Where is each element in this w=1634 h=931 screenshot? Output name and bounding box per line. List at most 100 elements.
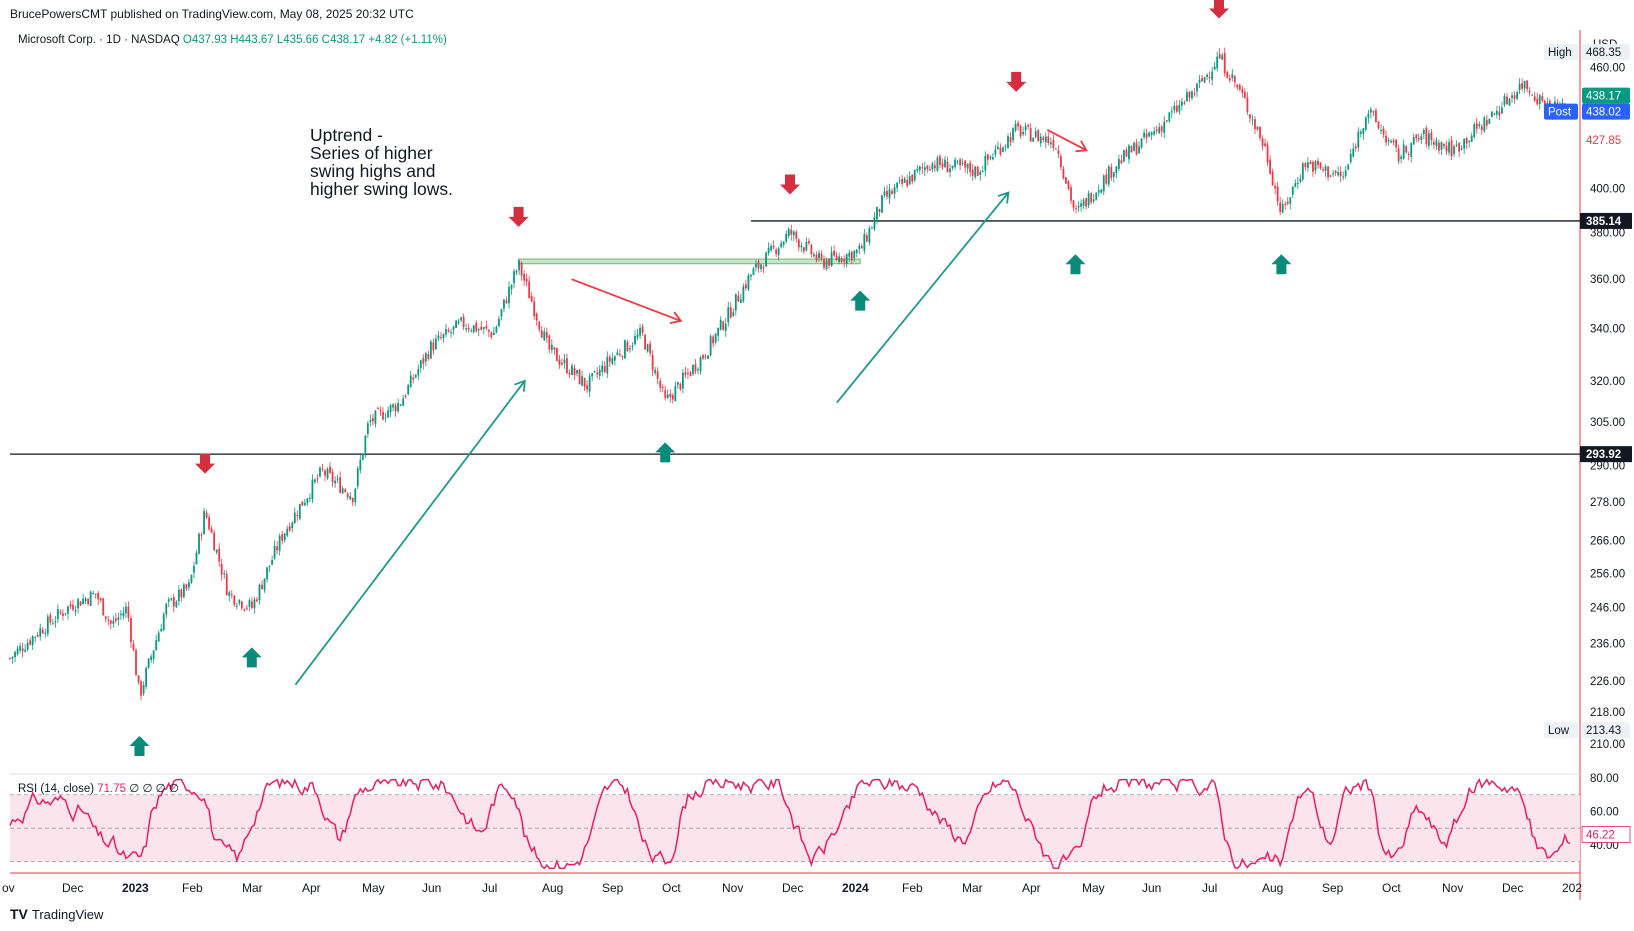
candle-body bbox=[253, 599, 256, 609]
candle-body bbox=[959, 159, 962, 166]
candle-body bbox=[1198, 80, 1201, 83]
candle-body bbox=[132, 643, 135, 651]
candle-body bbox=[1238, 85, 1241, 90]
low-tag: Low bbox=[1548, 725, 1570, 737]
candle-body bbox=[629, 348, 631, 350]
candle-body bbox=[994, 149, 997, 155]
candle-body bbox=[1039, 136, 1042, 144]
rsi-last-label: 46.22 bbox=[1586, 830, 1615, 842]
candle-body bbox=[64, 613, 67, 615]
candle-body bbox=[1271, 171, 1274, 186]
candle-body bbox=[1375, 110, 1377, 123]
candle-body bbox=[492, 332, 495, 336]
candle-body bbox=[1165, 120, 1168, 122]
candle-body bbox=[608, 356, 611, 362]
candle-body bbox=[787, 229, 790, 236]
candle-body bbox=[573, 368, 576, 376]
candle-body bbox=[172, 597, 175, 607]
candle-body bbox=[387, 410, 389, 418]
candle-body bbox=[707, 355, 709, 359]
candle-body bbox=[314, 479, 316, 483]
candle-body bbox=[923, 167, 926, 171]
candle-body bbox=[543, 331, 546, 341]
candle-body bbox=[503, 299, 505, 309]
candle-body bbox=[1054, 148, 1057, 150]
candle-body bbox=[1135, 142, 1138, 155]
candle-body bbox=[1342, 176, 1345, 178]
candle-body bbox=[429, 341, 432, 359]
candle-body bbox=[1286, 201, 1289, 204]
candle-body bbox=[1523, 80, 1526, 89]
candle-body bbox=[1415, 134, 1418, 139]
time-tick-label: May bbox=[362, 881, 385, 895]
candle-body bbox=[1123, 150, 1125, 162]
candle-body bbox=[1503, 95, 1506, 105]
candle-body bbox=[1359, 131, 1362, 134]
time-tick-label: 2023 bbox=[122, 881, 149, 895]
candle-body bbox=[1296, 182, 1299, 184]
candle-body bbox=[99, 598, 102, 601]
candle-body bbox=[1085, 198, 1088, 207]
price-tick-label: 340.00 bbox=[1590, 323, 1625, 335]
candle-body bbox=[785, 233, 788, 242]
candle-body bbox=[399, 404, 402, 406]
candle-body bbox=[1105, 174, 1108, 184]
candle-body bbox=[67, 606, 69, 614]
price-tick-label: 266.00 bbox=[1590, 535, 1625, 547]
candle-body bbox=[931, 163, 934, 170]
swing-high-arrow-icon bbox=[1209, 0, 1229, 19]
candle-body bbox=[1160, 126, 1163, 132]
candle-body bbox=[928, 169, 931, 171]
candle-body bbox=[326, 469, 329, 479]
candle-body bbox=[1191, 91, 1193, 99]
candle-body bbox=[843, 259, 846, 262]
candle-body bbox=[1019, 125, 1022, 137]
candle-body bbox=[1128, 145, 1130, 160]
candle-body bbox=[452, 326, 455, 330]
post-value-tag: 438.02 bbox=[1586, 107, 1621, 119]
candle-body bbox=[1478, 124, 1481, 127]
candle-body bbox=[1516, 92, 1518, 99]
candle-body bbox=[1465, 137, 1468, 144]
candle-body bbox=[644, 334, 646, 350]
candle-body bbox=[1445, 145, 1448, 152]
candle-body bbox=[961, 162, 964, 164]
trendline bbox=[294, 380, 526, 686]
candle-body bbox=[291, 522, 294, 529]
candle-body bbox=[1506, 96, 1508, 105]
candle-body bbox=[823, 258, 825, 268]
candle-body bbox=[641, 326, 644, 333]
candle-body bbox=[966, 163, 969, 169]
candle-body bbox=[515, 270, 518, 273]
candle-body bbox=[1324, 166, 1327, 172]
last-price-tag: 438.17 bbox=[1586, 91, 1621, 103]
candle-body bbox=[382, 411, 384, 420]
candle-body bbox=[361, 453, 364, 460]
candle-body bbox=[1133, 142, 1135, 151]
candle-body bbox=[1493, 113, 1496, 115]
brand-name: TradingView bbox=[31, 907, 104, 922]
candle-body bbox=[1508, 98, 1511, 106]
time-tick-label: Feb bbox=[182, 881, 203, 895]
candle-body bbox=[1382, 128, 1385, 135]
candle-body bbox=[868, 228, 871, 243]
candle-body bbox=[140, 681, 142, 696]
tradingview-logo-icon: TV bbox=[10, 906, 28, 922]
price-tick-label: 236.00 bbox=[1590, 639, 1625, 651]
candle-body bbox=[1468, 140, 1471, 142]
candle-body bbox=[460, 317, 463, 321]
candle-body bbox=[170, 598, 173, 600]
rsi-tick-label: 40.00 bbox=[1590, 840, 1619, 852]
post-tag-bg bbox=[1544, 103, 1578, 120]
candle-body bbox=[462, 316, 465, 328]
candle-body bbox=[1246, 97, 1249, 112]
time-tick-label: Oct bbox=[662, 881, 681, 895]
price-tick-label: 460.00 bbox=[1590, 63, 1625, 75]
candle-body bbox=[876, 206, 878, 220]
candle-body bbox=[1180, 101, 1183, 106]
swing-low-arrow-icon bbox=[1271, 254, 1292, 275]
candle-body bbox=[19, 646, 21, 651]
candle-body bbox=[182, 584, 185, 597]
candle-body bbox=[1276, 186, 1279, 202]
